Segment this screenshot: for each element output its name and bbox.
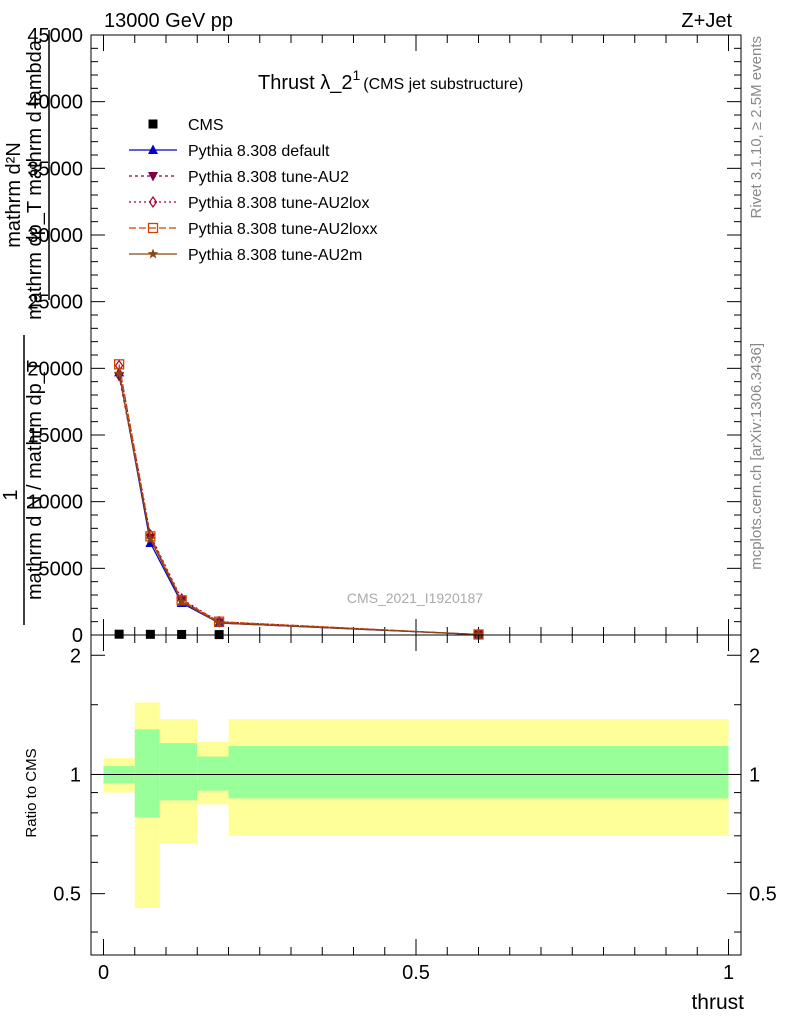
ratio-y-tick-label: 0.5 bbox=[53, 884, 81, 906]
energy-label: 13000 GeV pp bbox=[104, 10, 233, 32]
data-point-au2m bbox=[473, 628, 484, 639]
title-suffix: (CMS jet substructure) bbox=[363, 76, 523, 93]
main-y-tick-label: 30000 bbox=[27, 225, 83, 247]
data-point-cms bbox=[114, 629, 124, 639]
main-x-axis bbox=[103, 35, 729, 635]
main-y-tick-label: 15000 bbox=[27, 425, 83, 447]
main-y-tick-label: 0 bbox=[72, 625, 83, 647]
ylabel-numerator-line2: mathrm dp_T mathrm d lambda bbox=[24, 39, 46, 320]
watermark: CMS_2021_I1920187 bbox=[347, 590, 483, 606]
legend-marker-au2lox bbox=[148, 195, 158, 209]
ratio-y-tick-label: 1 bbox=[70, 764, 81, 786]
ratio-y-label: Ratio to CMS bbox=[23, 748, 40, 837]
main-y-axis: 0 5000 10000 15000 20000 25000 30000 35000 40000… bbox=[27, 25, 741, 647]
ratio-band-inner bbox=[159, 743, 198, 801]
data-point-au2m bbox=[176, 596, 187, 607]
rivet-label: Rivet 3.1.10, ≥ 2.5M events bbox=[748, 36, 765, 219]
legend-label-au2lox: Pythia 8.308 tune-AU2lox bbox=[188, 195, 369, 212]
legend-marker-default bbox=[148, 144, 158, 154]
ratio-band-inner bbox=[228, 745, 729, 799]
legend-label-default: Pythia 8.308 default bbox=[188, 143, 330, 160]
ratio-bands bbox=[103, 702, 729, 909]
x-tick-label: 0 bbox=[98, 962, 109, 984]
main-y-tick-label: 40000 bbox=[27, 92, 83, 114]
ratio-x-axis: 0 0.5 1 bbox=[98, 635, 734, 984]
ratio-y-tick-label-right: 0.5 bbox=[749, 884, 777, 906]
main-y-tick-label: 25000 bbox=[27, 292, 83, 314]
ylabel-denominator: mathrm d N / mathrm dp_T bbox=[24, 360, 46, 600]
legend-marker-cms bbox=[148, 119, 158, 129]
mcplots-label: mcplots.cern.ch [arXiv:1306.3436] bbox=[748, 343, 765, 570]
legend-label-au2loxx: Pythia 8.308 tune-AU2loxx bbox=[188, 221, 377, 238]
title-superscript: 1 bbox=[352, 67, 360, 83]
ylabel-numerator-line1: mathrm d²N bbox=[3, 142, 25, 248]
legend-marker-au2 bbox=[148, 172, 158, 182]
ratio-band-inner bbox=[197, 756, 229, 791]
legend-marker-au2loxx bbox=[147, 222, 159, 234]
x-tick-label: 0.5 bbox=[402, 962, 430, 984]
main-y-label: mathrm d²N mathrm dp_T mathrm d lambda 1… bbox=[0, 30, 50, 625]
data-point-au2 bbox=[114, 372, 125, 382]
ratio-y-tick-label-right: 1 bbox=[749, 764, 760, 786]
x-tick-label: 1 bbox=[723, 962, 734, 984]
process-label: Z+Jet bbox=[681, 10, 732, 32]
ratio-panel: 0.5 0.51 12 2 0 0.5 1 Ratio to CMS thrust bbox=[23, 634, 777, 1014]
main-y-tick-label: 5000 bbox=[39, 558, 84, 580]
main-y-tick-label: 10000 bbox=[27, 492, 83, 514]
ratio-y-tick-label: 2 bbox=[70, 645, 81, 667]
ratio-band-inner bbox=[134, 729, 160, 818]
main-y-tick-label: 45000 bbox=[27, 25, 83, 47]
legend: CMS Pythia 8.308 default Pythia 8.308 tune… bbox=[129, 117, 377, 264]
data-point-cms bbox=[145, 629, 155, 639]
ratio-y-axis: 0.5 0.5 1 1 2 2 bbox=[53, 645, 777, 933]
chart-title: Thrust λ_21(CMS jet substructure) bbox=[258, 67, 523, 94]
x-axis-label: thrust bbox=[691, 991, 744, 1014]
legend-label-au2: Pythia 8.308 tune-AU2 bbox=[188, 169, 349, 186]
main-y-tick-label: 20000 bbox=[27, 358, 83, 380]
ratio-y-tick-label-right: 2 bbox=[749, 645, 760, 667]
main-series-group bbox=[113, 359, 484, 641]
data-point-au2m bbox=[113, 368, 125, 379]
legend-marker-au2m bbox=[147, 248, 159, 259]
data-point-cms bbox=[177, 629, 187, 639]
title-main: Thrust λ_2 bbox=[258, 72, 352, 94]
legend-label-au2m: Pythia 8.308 tune-AU2m bbox=[188, 247, 362, 264]
data-point-au2m bbox=[145, 533, 156, 544]
main-panel: 0 5000 10000 15000 20000 25000 30000 35000 40000… bbox=[27, 25, 742, 647]
main-y-tick-label: 35000 bbox=[27, 158, 83, 180]
legend-label-cms: CMS bbox=[188, 117, 224, 134]
data-point-au2m bbox=[213, 617, 225, 628]
ylabel-prefix: 1 bbox=[0, 489, 22, 500]
